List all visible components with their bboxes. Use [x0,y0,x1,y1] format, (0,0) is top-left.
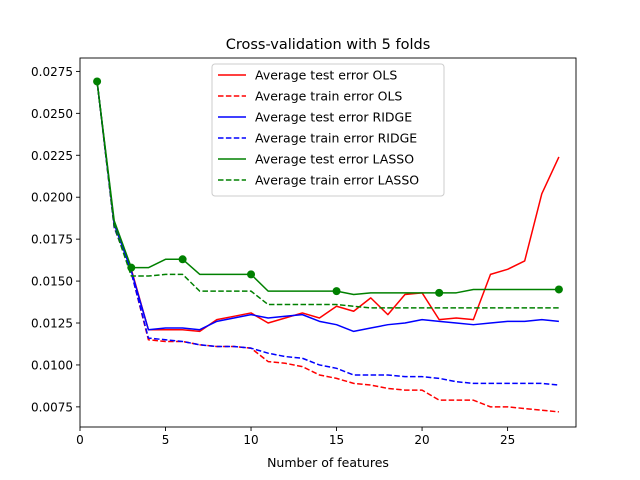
y-tick-label: 0.0275 [31,65,73,79]
x-axis-label: Number of features [267,455,389,470]
marker-point [554,285,563,294]
legend-label: Average train error RIDGE [255,131,417,146]
marker-point [93,77,102,86]
legend-label: Average train error OLS [255,89,402,104]
y-tick-label: 0.0200 [31,191,73,205]
series-line-2 [96,81,559,333]
y-tick-label: 0.0250 [31,107,73,121]
axis-layer: 0 5 10 15 20 25 0.0075 0.0100 0.0125 0.0150 0.0175… [31,57,577,447]
y-tick-label: 0.0125 [31,317,73,331]
legend-box [211,63,445,197]
y-tick-label: 0.0175 [31,233,73,247]
marker-point [332,287,341,296]
chart-title: Cross-validation with 5 folds [226,37,431,53]
plot-frame [79,57,577,428]
series-line-4 [96,81,559,296]
series-line-0 [96,81,560,333]
y-tick-label: 0.0150 [31,275,73,289]
x-tick-label: 5 [162,433,170,447]
x-tick-label: 25 [500,433,515,447]
legend-label: Average test error OLS [255,68,397,83]
series-line-3 [96,81,559,386]
y-tick-label: 0.0225 [31,149,73,163]
y-tick-label: 0.0075 [31,400,73,414]
series-line-1 [96,81,559,413]
legend: Average test error OLS Average train erro… [211,63,445,197]
y-tick-label: 0.0100 [31,358,73,372]
x-tick-label: 15 [329,433,344,447]
x-tick-label: 20 [414,433,429,447]
marker-point [178,255,187,264]
marker-layer [93,77,563,297]
series-line-5 [96,81,559,309]
legend-label: Average test error LASSO [255,152,414,167]
legend-label: Average train error LASSO [255,173,419,188]
marker-point [247,270,256,279]
x-tick-label: 10 [243,433,258,447]
x-tick-label: 0 [76,433,84,447]
legend-label: Average test error RIDGE [255,110,412,125]
series-layer [96,81,560,413]
marker-point [127,263,136,272]
marker-point [435,288,444,297]
